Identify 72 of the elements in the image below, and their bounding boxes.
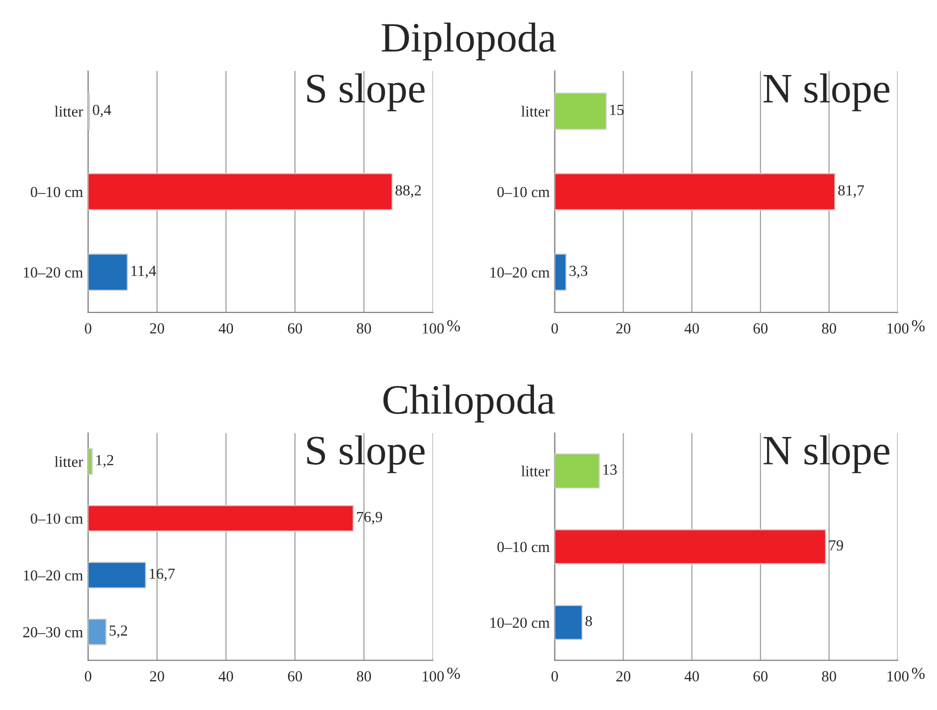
x-tick-label: 20 bbox=[616, 323, 630, 334]
x-tick-label: 40 bbox=[218, 323, 234, 334]
x-axis-title: % bbox=[447, 668, 460, 679]
x-tick-label: 80 bbox=[822, 671, 836, 682]
x-tick-label: 60 bbox=[753, 323, 768, 334]
x-tick-label: 20 bbox=[150, 671, 164, 682]
x-tick-label: 20 bbox=[150, 323, 164, 334]
data-label: 88,2 bbox=[396, 185, 421, 198]
x-tick-label: 100 bbox=[422, 671, 444, 682]
x-tick-label: 60 bbox=[288, 323, 302, 334]
x-axis-title: % bbox=[912, 320, 925, 332]
data-label: 0,4 bbox=[92, 104, 112, 118]
x-axis-title: % bbox=[447, 320, 460, 332]
x-tick-label: 100 bbox=[888, 323, 909, 334]
x-tick-label: 60 bbox=[288, 671, 302, 682]
chart-title: N slope bbox=[764, 435, 890, 474]
x-tick-label: 100 bbox=[888, 671, 909, 682]
x-axis-title: % bbox=[912, 668, 925, 679]
bar bbox=[88, 618, 107, 646]
bar bbox=[554, 604, 583, 640]
y-tick-label: litter bbox=[54, 456, 84, 467]
bar bbox=[88, 448, 93, 475]
chart-title: S slope bbox=[307, 435, 425, 474]
data-label: 1,2 bbox=[96, 455, 114, 468]
text: Chilopoda bbox=[383, 384, 555, 422]
x-tick-label: 20 bbox=[616, 671, 630, 682]
bar bbox=[88, 504, 354, 532]
data-label: 76,9 bbox=[357, 512, 382, 524]
x-tick-label: 80 bbox=[822, 323, 836, 334]
y-tick-label: 10–20 cm bbox=[490, 618, 550, 628]
x-tick-label: 0 bbox=[84, 323, 92, 334]
bar bbox=[554, 529, 826, 564]
x-tick-label: 40 bbox=[218, 671, 234, 682]
data-label: 11,4 bbox=[132, 266, 156, 278]
data-label: 16,7 bbox=[150, 568, 175, 582]
bar bbox=[88, 173, 393, 210]
y-tick-label: 0–10 cm bbox=[30, 186, 83, 198]
data-label: 81,7 bbox=[838, 185, 864, 198]
data-label: 5,2 bbox=[110, 625, 128, 638]
x-tick-label: 0 bbox=[551, 323, 558, 334]
bar bbox=[554, 92, 607, 130]
y-tick-label: litter bbox=[54, 106, 84, 117]
y-tick-label: 10–20 cm bbox=[24, 267, 83, 278]
x-tick-label: 0 bbox=[84, 671, 92, 682]
x-tick-label: 80 bbox=[356, 323, 371, 334]
y-tick-label: 20–30 cm bbox=[23, 627, 83, 638]
data-label: 15 bbox=[610, 104, 624, 116]
data-label: 13 bbox=[603, 464, 617, 475]
y-tick-label: 0–10 cm bbox=[30, 513, 83, 524]
y-tick-label: 10–20 cm bbox=[490, 267, 550, 278]
data-label: 79 bbox=[829, 540, 844, 551]
x-tick-label: 40 bbox=[684, 323, 699, 334]
x-tick-label: 100 bbox=[422, 323, 444, 334]
data-label: 3,3 bbox=[570, 266, 588, 278]
chart-title: N slope bbox=[764, 73, 890, 112]
data-label: 8 bbox=[586, 616, 592, 626]
text: Diplopoda bbox=[382, 22, 556, 60]
x-tick-label: 40 bbox=[684, 671, 699, 682]
x-tick-label: 0 bbox=[551, 671, 558, 682]
x-tick-label: 60 bbox=[753, 671, 768, 682]
y-tick-label: litter bbox=[521, 466, 550, 476]
bar bbox=[554, 173, 836, 210]
x-tick-label: 80 bbox=[356, 671, 371, 682]
bar bbox=[554, 453, 600, 489]
y-tick-label: 10–20 cm bbox=[24, 570, 83, 581]
y-tick-label: litter bbox=[521, 106, 550, 117]
y-tick-label: 0–10 cm bbox=[497, 186, 550, 198]
bar bbox=[88, 562, 146, 588]
bar bbox=[554, 254, 567, 291]
y-tick-label: 0–10 cm bbox=[497, 542, 550, 552]
bar bbox=[88, 254, 128, 291]
chart-title: S slope bbox=[307, 73, 425, 112]
